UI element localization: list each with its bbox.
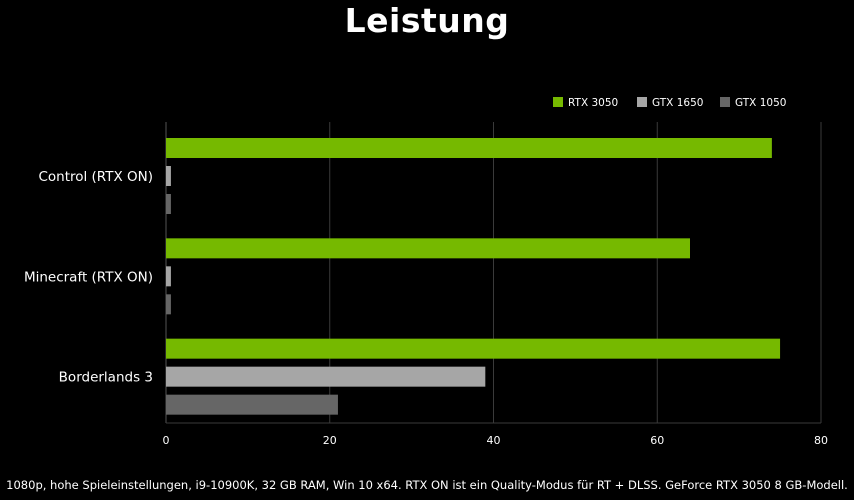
bar-2-0 (166, 338, 781, 359)
legend-label-0: RTX 3050 (568, 97, 618, 109)
bar-1-0 (166, 238, 690, 259)
legend-swatch-1 (637, 97, 647, 107)
category-label-1: Minecraft (RTX ON) (24, 269, 153, 285)
x-tick-0: 0 (163, 434, 170, 447)
bar-0-1 (166, 166, 171, 186)
legend-label-2: GTX 1050 (735, 97, 786, 109)
x-tick-labels: 0 20 40 60 80 (163, 434, 829, 447)
bar-0-2 (166, 194, 171, 214)
bar-chart: Control (RTX ON) Minecraft (RTX ON) Border… (24, 97, 829, 447)
x-tick-40: 40 (487, 434, 501, 447)
footnote: 1080p, hohe Spieleinstellungen, i9-10900… (6, 478, 848, 492)
bar-2-2 (166, 394, 338, 415)
legend-label-1: GTX 1650 (652, 97, 703, 109)
bar-0-0 (166, 138, 772, 158)
category-label-0: Control (RTX ON) (38, 169, 153, 185)
bars (166, 138, 781, 415)
category-labels: Control (RTX ON) Minecraft (RTX ON) Border… (24, 169, 153, 386)
chart-title: Leistung (344, 1, 510, 40)
x-tick-20: 20 (323, 434, 337, 447)
legend-swatch-0 (553, 97, 563, 107)
x-tick-80: 80 (814, 434, 828, 447)
legend: RTX 3050 GTX 1650 GTX 1050 (553, 97, 786, 109)
x-tick-60: 60 (650, 434, 664, 447)
category-label-2: Borderlands 3 (59, 370, 153, 386)
bar-1-1 (166, 266, 171, 287)
bar-2-1 (166, 366, 486, 387)
bar-1-2 (166, 294, 171, 315)
legend-swatch-2 (720, 97, 730, 107)
